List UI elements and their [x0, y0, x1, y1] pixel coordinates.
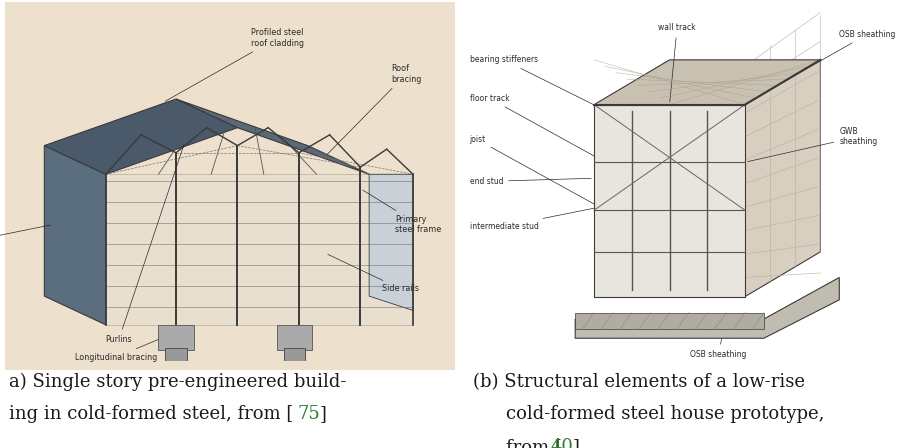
- Bar: [284, 348, 306, 361]
- Bar: [159, 325, 194, 350]
- Polygon shape: [44, 146, 105, 325]
- Bar: [277, 325, 312, 350]
- Text: (b) Structural elements of a low-rise: (b) Structural elements of a low-rise: [473, 373, 805, 391]
- Text: joist: joist: [469, 135, 603, 209]
- Text: ]: ]: [320, 405, 326, 423]
- Text: bearing stiffeners: bearing stiffeners: [469, 56, 611, 113]
- Text: ing in cold-formed steel, from [: ing in cold-formed steel, from [: [9, 405, 294, 423]
- Polygon shape: [370, 174, 413, 310]
- Text: Wall cladding: Wall cladding: [0, 225, 51, 250]
- Text: ]: ]: [573, 438, 579, 448]
- Text: from [: from [: [506, 438, 562, 448]
- Text: Purlins: Purlins: [105, 145, 184, 344]
- Bar: [575, 313, 764, 329]
- Text: Longitudinal bracing: Longitudinal bracing: [75, 326, 191, 362]
- Text: 40: 40: [551, 438, 574, 448]
- Text: wall track: wall track: [658, 23, 696, 102]
- Text: 75: 75: [298, 405, 320, 423]
- Polygon shape: [745, 60, 821, 297]
- Polygon shape: [176, 99, 370, 174]
- Text: cold-formed steel house prototype,: cold-formed steel house prototype,: [506, 405, 825, 423]
- Text: Profiled steel
roof cladding: Profiled steel roof cladding: [165, 28, 304, 101]
- Text: floor track: floor track: [469, 94, 603, 161]
- Text: Side rails: Side rails: [328, 254, 419, 293]
- Text: Primary
steel frame: Primary steel frame: [363, 190, 442, 234]
- Text: Roof
bracing: Roof bracing: [327, 64, 421, 155]
- Bar: [5, 2, 455, 370]
- Polygon shape: [594, 60, 821, 105]
- Polygon shape: [105, 174, 413, 325]
- Polygon shape: [575, 277, 839, 338]
- Bar: [165, 348, 187, 361]
- Text: a) Single story pre-engineered build-: a) Single story pre-engineered build-: [9, 373, 346, 391]
- Text: OSB sheathing: OSB sheathing: [690, 319, 747, 359]
- Polygon shape: [44, 99, 237, 174]
- Text: OSB sheathing: OSB sheathing: [785, 30, 895, 81]
- Text: GWB
sheathing: GWB sheathing: [748, 127, 878, 162]
- Polygon shape: [594, 105, 745, 297]
- Text: intermediate stud: intermediate stud: [469, 201, 629, 231]
- Text: end stud: end stud: [469, 177, 591, 186]
